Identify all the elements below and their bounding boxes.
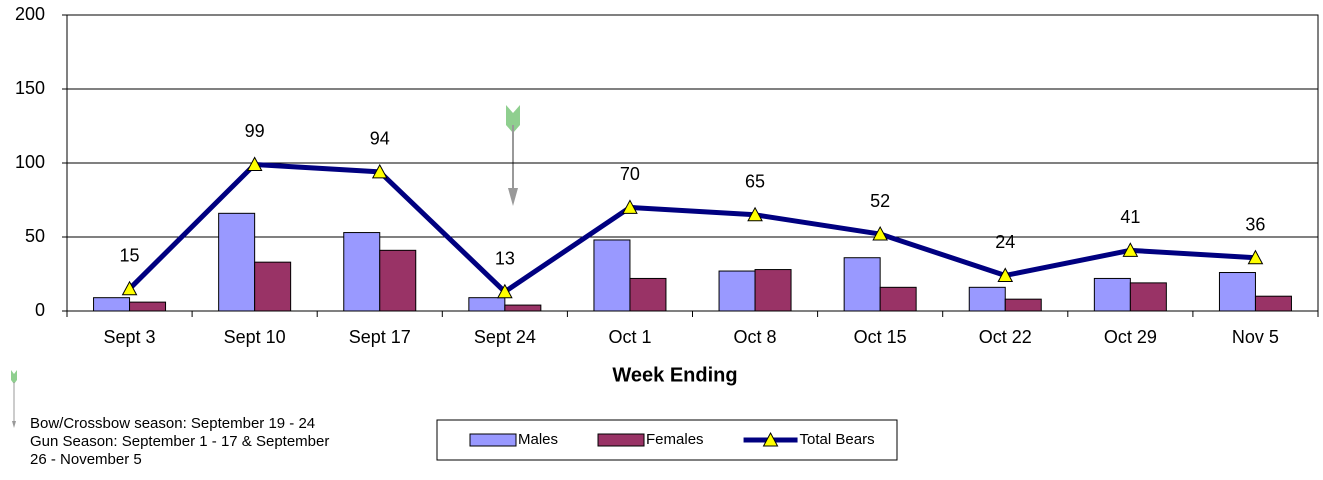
bar [1129, 282, 1167, 312]
marker [246, 156, 263, 171]
x-tick-label: Sept 10 [224, 327, 286, 347]
data-label: 65 [745, 172, 765, 192]
y-tick-label: 100 [15, 152, 45, 172]
annotation: Gun Season: September 1 - 17 & September [30, 433, 329, 450]
bar [504, 304, 542, 312]
x-tick-label: Oct 15 [854, 327, 907, 347]
legend-label: Females [646, 431, 704, 448]
marker [747, 206, 763, 222]
bar [129, 301, 167, 312]
x-tick-label: Nov 5 [1232, 327, 1279, 347]
x-axis-title: Week Ending [612, 364, 737, 386]
marker [371, 163, 388, 179]
marker [1247, 249, 1264, 265]
data-label: 13 [495, 249, 515, 269]
x-tick-label: Oct 1 [608, 327, 651, 347]
bar [754, 269, 792, 312]
x-tick-label: Sept 17 [349, 327, 411, 347]
legend-label: Total Bears [800, 431, 875, 448]
legend-marker [762, 431, 779, 447]
x-tick-label: Oct 8 [734, 327, 777, 347]
bar [1218, 272, 1256, 312]
y-tick-label: 200 [15, 4, 45, 24]
bar [93, 297, 131, 312]
marker [121, 280, 138, 296]
legend-swatch [597, 433, 645, 447]
bar [629, 277, 667, 312]
bar [1004, 298, 1042, 312]
x-tick-label: Sept 24 [474, 327, 536, 347]
marker [497, 283, 513, 299]
line [127, 161, 1256, 295]
bar [879, 286, 917, 312]
marker [997, 267, 1014, 282]
data-label: 41 [1120, 207, 1140, 227]
arrow-icon [506, 105, 520, 206]
legend-label: Males [518, 431, 558, 448]
bar [843, 257, 881, 312]
y-tick-label: 150 [15, 78, 45, 98]
bar [1254, 295, 1292, 312]
x-tick-label: Sept 3 [104, 327, 156, 347]
x-tick-label: Oct 22 [979, 327, 1032, 347]
y-tick-label: 50 [25, 226, 45, 246]
bar [1093, 277, 1131, 312]
marker [872, 225, 888, 241]
bar [718, 270, 756, 312]
marker [1122, 242, 1139, 257]
annotation: 26 - November 5 [30, 451, 142, 468]
bar [254, 261, 292, 312]
bar [379, 249, 417, 312]
legend-swatch [469, 433, 517, 447]
data-label: 36 [1245, 214, 1265, 234]
data-label: 99 [245, 121, 265, 141]
bar [468, 297, 506, 312]
data-label: 52 [870, 191, 890, 211]
arrow-icon-small [11, 370, 17, 428]
data-label: 15 [120, 246, 140, 266]
marker [622, 199, 638, 214]
data-label: 94 [370, 129, 390, 149]
annotation: Bow/Crossbow season: September 19 - 24 [30, 415, 315, 432]
data-label: 24 [995, 232, 1015, 252]
y-tick-label: 0 [35, 300, 45, 320]
x-tick-label: Oct 29 [1104, 327, 1157, 347]
bar [343, 232, 381, 312]
bar [968, 286, 1006, 312]
bar [593, 239, 631, 312]
bar [218, 212, 256, 312]
data-label: 70 [620, 164, 640, 184]
